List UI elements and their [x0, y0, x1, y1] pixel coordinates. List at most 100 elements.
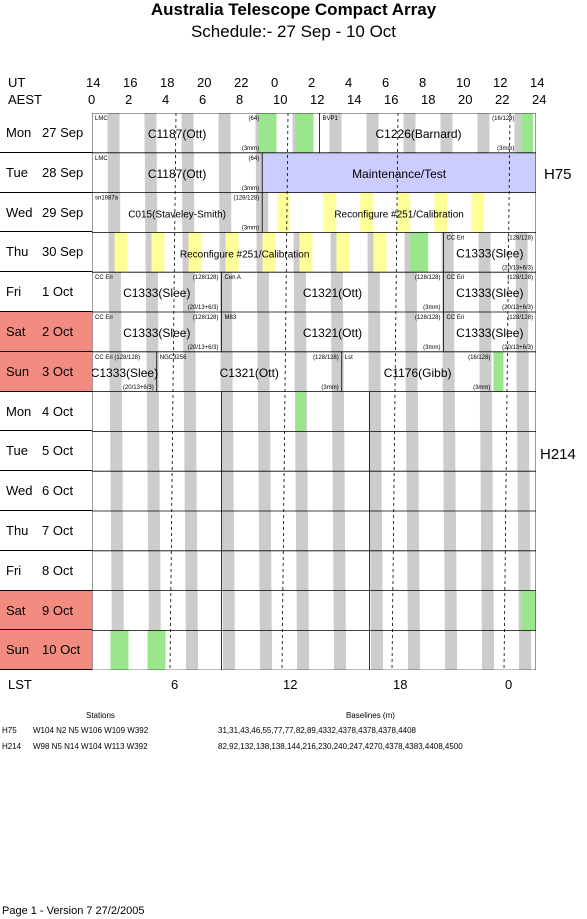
lst-stripe: [145, 272, 158, 312]
lst-stripe: [110, 431, 123, 472]
lst-stripe: [220, 351, 233, 392]
lst-stripe: [332, 431, 345, 472]
program-source: CC Eri: [95, 275, 113, 281]
program-source: LMC: [95, 156, 108, 162]
program-config: (20/13+6/3): [502, 345, 533, 351]
lst-stripe: [518, 511, 530, 551]
lst-stripe: [479, 391, 492, 432]
day-date: 1 Oct: [42, 284, 74, 300]
reconfig-band: [114, 232, 128, 273]
lst-stripe: [406, 471, 419, 511]
day-name: Wed: [6, 483, 33, 499]
lst-stripe: [146, 351, 159, 392]
lst-stripe: [407, 550, 420, 591]
lst-stripe: [481, 511, 493, 551]
day-label: Sat 2 Oct: [0, 312, 92, 352]
page-title: Australia Telescope Compact Array: [150, 0, 437, 19]
program-bandwidth: (128/128): [507, 315, 533, 321]
lst-stripe: [516, 391, 529, 432]
lst-stripe: [405, 351, 418, 392]
program-bandwidth: (64): [249, 116, 260, 122]
lst-stripe: [107, 113, 120, 153]
lst-stripe: [181, 113, 194, 153]
lst-stripe: [441, 232, 454, 273]
lst-stripe: [334, 630, 347, 670]
green-block: [295, 391, 306, 432]
lst-stripe: [405, 312, 418, 352]
program-source: LMC: [95, 116, 108, 122]
ut-tick: 16: [123, 75, 138, 90]
lst-stripe: [184, 471, 197, 511]
lst-stripe: [259, 511, 271, 551]
lst-stripe: [479, 351, 492, 392]
day-date: 4 Oct: [42, 403, 74, 419]
program-bandwidth: (128/128): [193, 315, 219, 321]
green-block: [521, 113, 534, 153]
lst-stripe: [148, 550, 161, 591]
schedule-grid: C1187(Ott) LMC (64) (3mm) C1226(Barnard) BVP1…: [92, 113, 536, 670]
program-id: C1226(Barnard): [376, 127, 462, 141]
station-row-cfg: H75: [2, 726, 17, 735]
lst-stripe: [329, 113, 342, 153]
program-bandwidth: (128/128): [313, 355, 339, 361]
reconfig-band: [373, 232, 387, 273]
lst-stripe: [218, 113, 231, 153]
lst-stripe: [370, 590, 383, 631]
lst-stripe: [519, 630, 532, 670]
lst-stripe: [222, 550, 235, 591]
lst-line: [169, 113, 177, 670]
lst-stripe: [258, 471, 271, 511]
day-label: Wed 6 Oct: [0, 471, 92, 511]
lst-stripe: [406, 431, 419, 472]
green-block: [147, 630, 166, 670]
lst-stripe: [182, 192, 195, 233]
program-bandwidth: (16/128): [468, 355, 490, 361]
reconfig-band: [151, 232, 165, 273]
lst-stripe: [405, 391, 418, 432]
lst-tick: 18: [393, 677, 408, 692]
aest-tick: 16: [384, 92, 399, 107]
day-label: Fri 8 Oct: [0, 550, 92, 591]
lst-stripe: [296, 590, 309, 631]
lst-stripe: [331, 351, 344, 392]
lst-stripe: [145, 192, 158, 233]
lst-stripe: [481, 590, 494, 631]
lst-stripe: [366, 113, 379, 153]
lst-stripe: [369, 471, 382, 511]
lst-stripe: [370, 511, 382, 551]
day-date: 9 Oct: [42, 602, 74, 618]
program-config: (3mm): [497, 146, 514, 152]
day-label: Thu 7 Oct: [0, 511, 92, 551]
program-source: Cen A: [225, 275, 241, 281]
lst-stripe: [183, 351, 196, 392]
lst-stripe: [111, 550, 124, 591]
lst-stripe: [296, 511, 308, 551]
day-date: 5 Oct: [42, 443, 74, 459]
lst-stripe: [515, 272, 528, 312]
lst-stripe: [147, 471, 160, 511]
lst-stripe: [222, 511, 234, 551]
program-source: CC Eri (128/128): [95, 355, 140, 361]
lst-stripe: [516, 312, 529, 352]
lst-stripe: [297, 630, 310, 670]
reconfig-band: [397, 192, 411, 233]
aest-tick: 8: [236, 92, 244, 107]
page-footer: Page 1 - Version 7 27/2/2005: [2, 905, 145, 917]
lst-stripe: [333, 511, 345, 551]
reconfig-band: [299, 232, 313, 273]
aest-tick: 22: [495, 92, 510, 107]
program-id: C1333(Slee): [456, 286, 523, 300]
lst-stripe: [477, 113, 490, 153]
ut-tick: 10: [456, 75, 471, 90]
green-block: [110, 630, 129, 670]
lst-stripe: [482, 630, 495, 670]
lst-stripe: [407, 511, 419, 551]
lst-tick: 0: [505, 677, 513, 692]
lst-stripe: [440, 113, 453, 153]
lst-stripe: [293, 272, 306, 312]
ut-tick: 20: [197, 75, 212, 90]
day-name: Thu: [6, 523, 29, 538]
lst-stripe: [441, 272, 454, 312]
lst-stripe: [219, 192, 232, 233]
lst-stripe: [257, 351, 270, 392]
